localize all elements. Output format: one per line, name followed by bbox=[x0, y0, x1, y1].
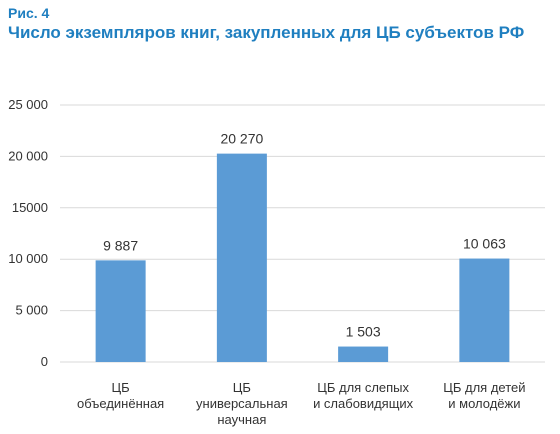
data-label: 9 887 bbox=[103, 237, 138, 253]
chart-title: Число экземпляров книг, закупленных для … bbox=[8, 23, 525, 42]
y-tick-label: 10 000 bbox=[8, 251, 48, 266]
y-tick-label: 25 000 bbox=[8, 97, 48, 112]
bar bbox=[216, 153, 267, 362]
data-label: 10 063 bbox=[463, 236, 506, 252]
figure-label: Рис. 4 bbox=[8, 5, 50, 21]
y-tick-label: 15000 bbox=[12, 200, 48, 215]
figure-header: Рис. 4 Число экземпляров книг, закупленн… bbox=[8, 4, 556, 44]
data-label: 20 270 bbox=[220, 131, 263, 147]
data-label: 1 503 bbox=[346, 324, 381, 340]
x-tick-label: ЦБ для детей и молодёжи bbox=[443, 380, 525, 411]
bar bbox=[459, 258, 510, 362]
x-tick-label: ЦБ универсальная научная bbox=[196, 380, 288, 427]
y-tick-label: 5 000 bbox=[15, 303, 48, 318]
y-tick-label: 0 bbox=[41, 354, 48, 369]
y-tick-label: 20 000 bbox=[8, 148, 48, 163]
bar bbox=[338, 346, 389, 362]
bar bbox=[95, 260, 146, 362]
x-tick-label: ЦБ для слепых и слабовидящих bbox=[313, 380, 414, 411]
x-tick-label: ЦБ объединённая bbox=[77, 380, 164, 411]
